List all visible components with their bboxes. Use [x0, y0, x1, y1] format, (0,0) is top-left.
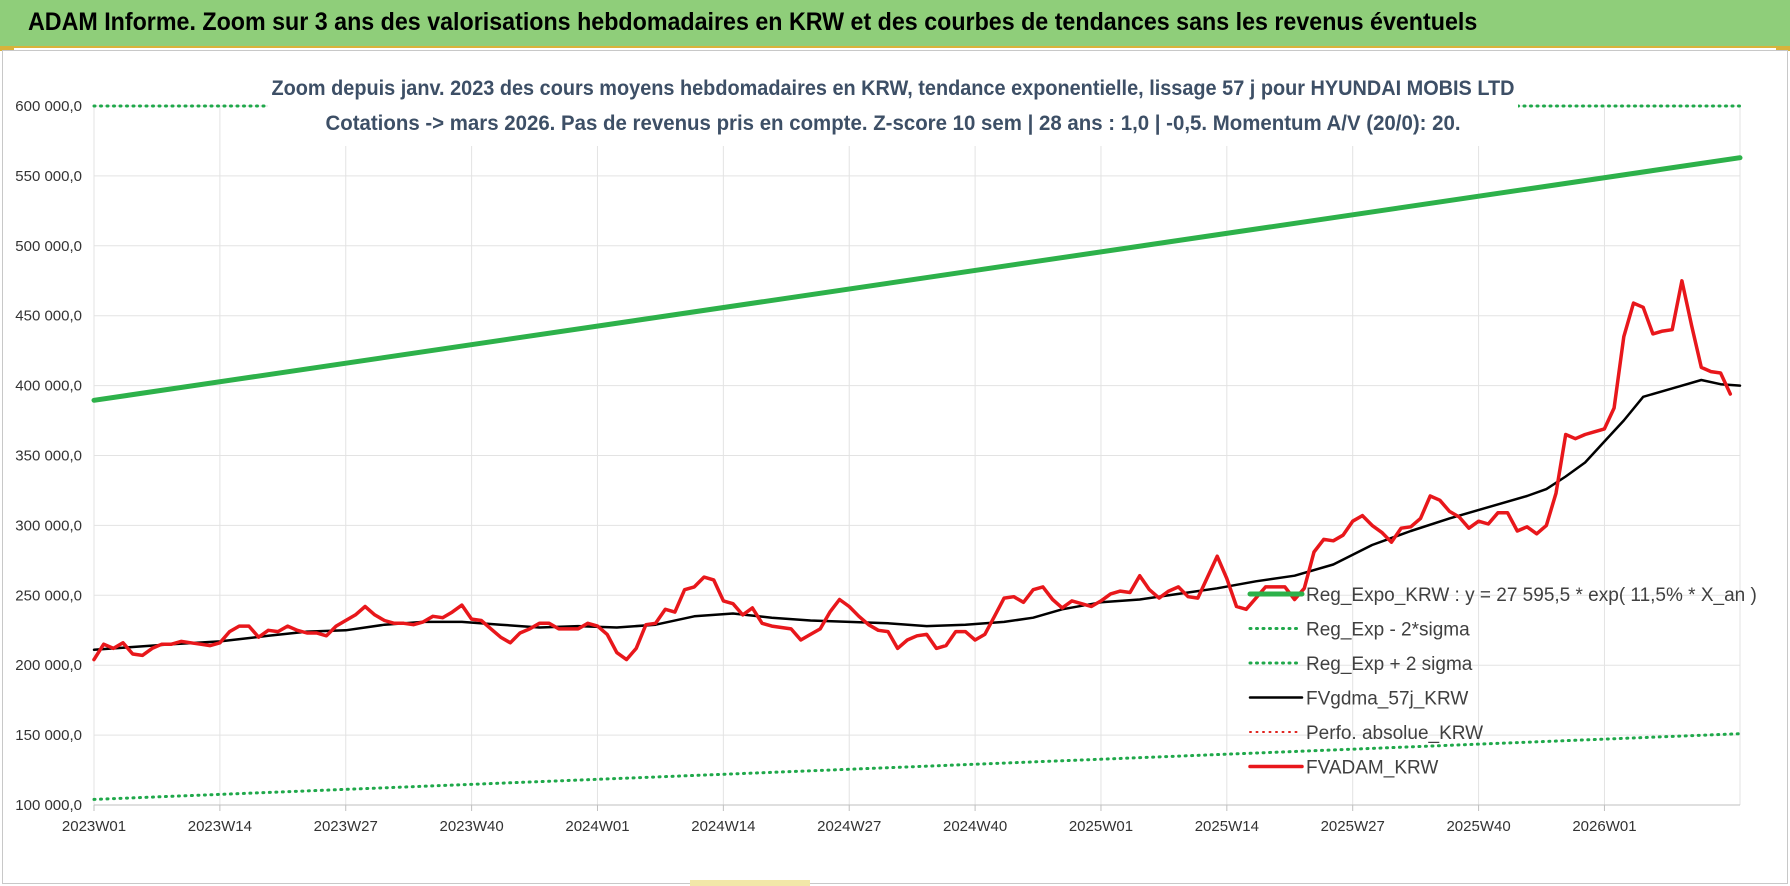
x-tick-label: 2026W01 [1572, 818, 1636, 835]
legend-entry-label: FVADAM_KRW [1306, 758, 1438, 779]
legend-entry-label: FVgdma_57j_KRW [1306, 689, 1468, 710]
y-tick-label: 100 000,0 [15, 797, 82, 814]
y-tick-label: 600 000,0 [15, 98, 82, 115]
x-tick-label: 2023W14 [188, 818, 252, 835]
chart-subtitle: Cotations -> mars 2026. Pas de revenus p… [326, 112, 1461, 135]
x-tick-label: 2024W40 [943, 818, 1007, 835]
x-tick-label: 2023W40 [440, 818, 504, 835]
chart-frame [2, 50, 1788, 884]
legend-entry-label: Perfo. absolue_KRW [1306, 723, 1483, 744]
y-tick-label: 400 000,0 [15, 378, 82, 395]
y-tick-label: 250 000,0 [15, 587, 82, 604]
legend-entry-label: Reg_Exp - 2*sigma [1306, 620, 1470, 641]
x-tick-label: 2025W14 [1195, 818, 1259, 835]
series-line-fvadam-krw [92, 279, 1733, 662]
x-tick-label: 2025W40 [1446, 818, 1510, 835]
series-line-fvgdma-57j-krw [92, 378, 1742, 652]
x-tick-label: 2024W14 [691, 818, 755, 835]
y-tick-label: 150 000,0 [15, 727, 82, 744]
chart-title: Zoom depuis janv. 2023 des cours moyens … [272, 77, 1515, 100]
axis-layer: 600 000,0 550 000,0 500 000,0 450 000,0 400 … [15, 98, 1740, 835]
banner-corner-mark-right [1776, 46, 1790, 51]
x-tick-label: 2024W01 [565, 818, 629, 835]
y-tick-label: 300 000,0 [15, 517, 82, 534]
report-title: ADAM Informe. Zoom sur 3 ans des valoris… [28, 8, 1478, 36]
x-tick-label: 2023W01 [62, 818, 126, 835]
banner-corner-mark-left [0, 46, 14, 51]
y-tick-label: 350 000,0 [15, 448, 82, 465]
series-line-reg-exp-2-sigma [92, 732, 1742, 801]
series-line-reg-expo-krw-y-27-595-5- [91, 155, 1743, 403]
y-tick-label: 550 000,0 [15, 168, 82, 185]
y-tick-label: 200 000,0 [15, 657, 82, 674]
report-banner: ADAM Informe. Zoom sur 3 ans des valoris… [0, 0, 1790, 48]
x-tick-label: 2025W27 [1321, 818, 1385, 835]
subtitle-backdrop [268, 66, 1518, 146]
x-tick-label: 2023W27 [314, 818, 378, 835]
legend: Reg_Expo_KRW : y = 27 595,5 * exp( 11,5%… [1247, 585, 1757, 779]
y-tick-label: 450 000,0 [15, 308, 82, 325]
legend-entry-label: Reg_Exp + 2 sigma [1306, 654, 1473, 675]
grid-layer [93, 105, 1741, 806]
legend-entry-label: Reg_Expo_KRW : y = 27 595,5 * exp( 11,5%… [1306, 585, 1757, 606]
y-tick-label: 500 000,0 [15, 238, 82, 255]
x-tick-label: 2025W01 [1069, 818, 1133, 835]
series-layer [91, 104, 1743, 801]
x-tick-label: 2024W27 [817, 818, 881, 835]
bottom-accent [690, 880, 810, 886]
